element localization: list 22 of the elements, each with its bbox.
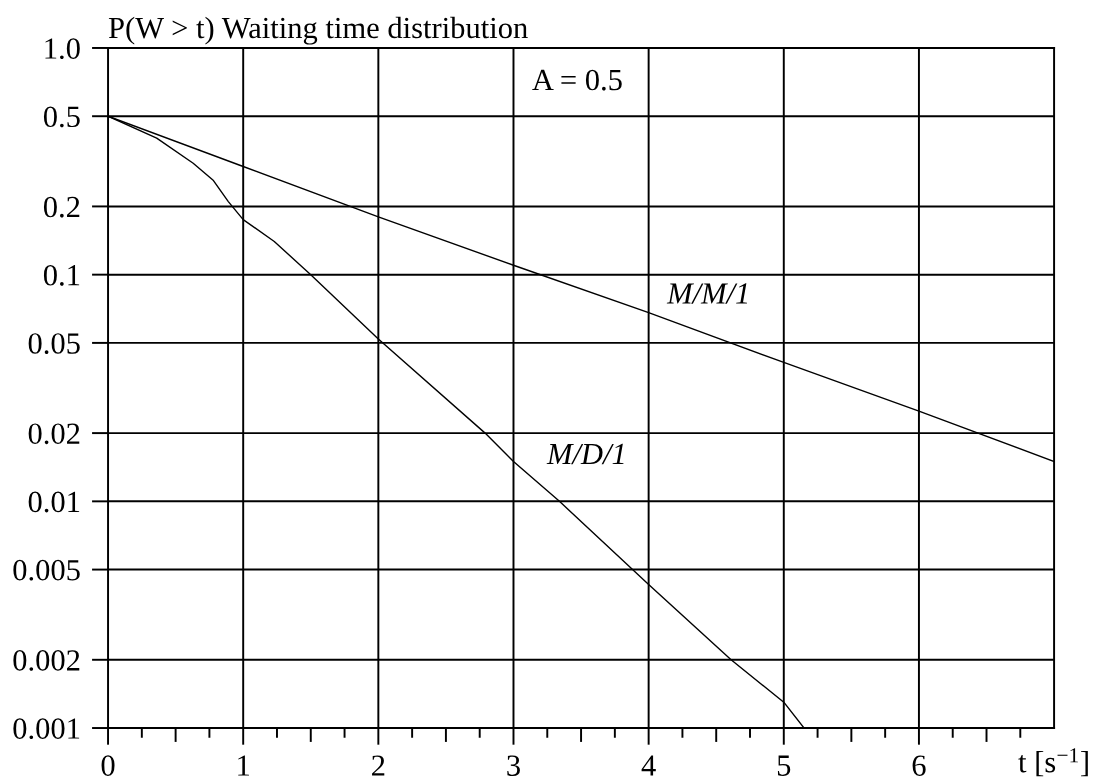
y-tick-label: 0.2 xyxy=(43,196,80,218)
y-tick-label: 0.5 xyxy=(43,106,80,128)
y-tick-label: 0.001 xyxy=(13,718,80,740)
x-tick-label: 2 xyxy=(372,755,385,776)
x-tick-label: 5 xyxy=(777,755,791,776)
x-tick-label: 0 xyxy=(101,755,115,776)
y-tick-label: 0.1 xyxy=(43,264,80,286)
x-tick-label: 1 xyxy=(238,755,249,776)
x-tick-label: 3 xyxy=(507,755,520,776)
annotation: A = 0.5 xyxy=(532,69,622,91)
y-axis-title: P(W > t) Waiting time distribution xyxy=(108,16,528,45)
y-tick-label: 0.005 xyxy=(13,559,80,581)
x-tick-label: 4 xyxy=(641,755,656,776)
series-label: M/D/1 xyxy=(546,443,624,465)
y-tick-label: 0.01 xyxy=(28,491,80,513)
series-label: M/M/1 xyxy=(666,283,748,304)
y-tick-label: 0.02 xyxy=(28,423,80,445)
x-tick-label: 6 xyxy=(912,755,926,776)
y-tick-label: 0.05 xyxy=(28,333,80,354)
y-tick-label: 0.002 xyxy=(13,650,80,671)
x-axis-title: t [s$^{−1}$] xyxy=(1018,748,1088,777)
y-tick-label: 1.0 xyxy=(45,38,80,60)
